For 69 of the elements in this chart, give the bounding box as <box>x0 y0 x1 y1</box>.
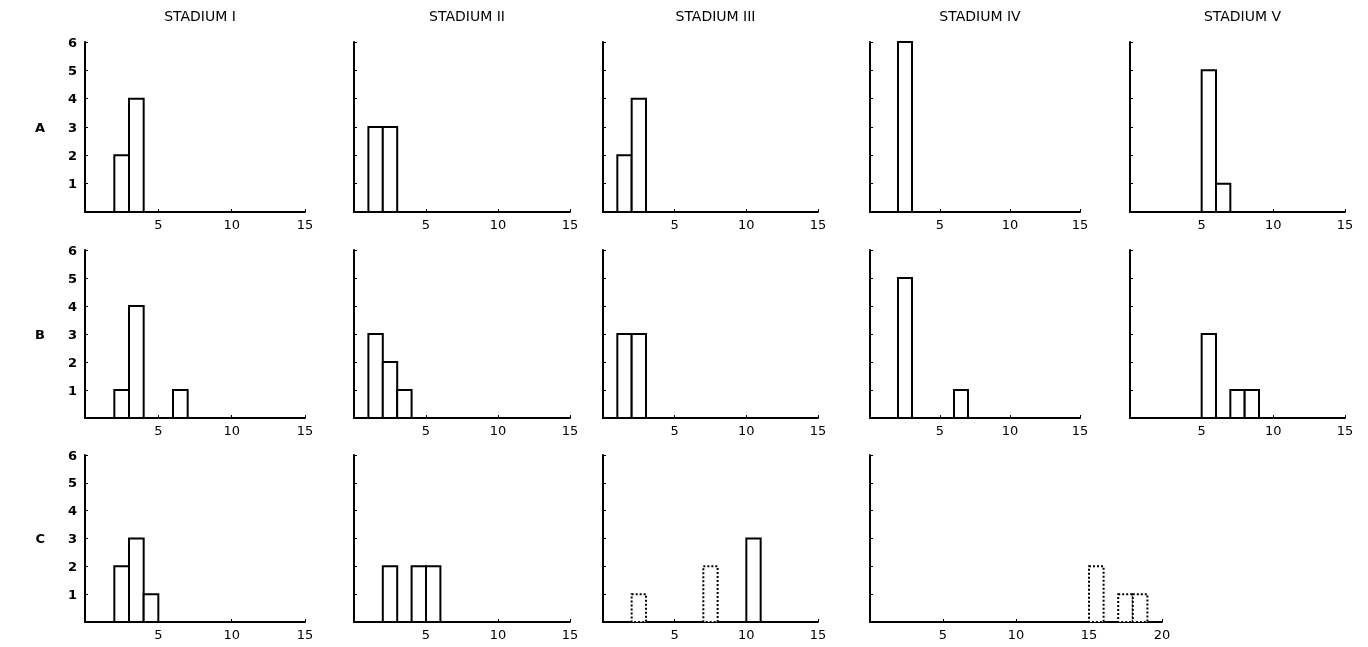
x-tick-label: 5 <box>421 217 431 232</box>
x-tick-label: 10 <box>489 423 507 438</box>
x-tick-label: 10 <box>738 423 755 438</box>
y-tick-label: 4 <box>67 503 77 519</box>
y-tick-label: 6 <box>67 242 77 258</box>
x-tick-label: 5 <box>670 627 679 642</box>
y-tick-label: 5 <box>67 62 77 78</box>
chart-title: STADIUM III <box>675 8 756 24</box>
y-tick-label: 1 <box>67 586 77 602</box>
x-tick-label: 15 <box>296 627 314 642</box>
y-tick-label: 5 <box>67 270 77 286</box>
x-tick-label: 15 <box>1080 627 1098 642</box>
x-tick-label: 10 <box>489 627 507 642</box>
x-tick-label: 5 <box>421 627 431 642</box>
y-tick-label: 3 <box>67 119 77 135</box>
y-tick-label: 4 <box>67 298 77 314</box>
y-tick-label: 1 <box>67 382 77 398</box>
x-tick-label: 5 <box>935 423 945 438</box>
x-tick-label: 5 <box>938 627 948 642</box>
y-tick-label: 3 <box>67 326 77 342</box>
x-tick-label: 15 <box>1336 423 1354 438</box>
x-tick-label: 15 <box>809 217 827 232</box>
x-tick-label: 10 <box>1001 217 1019 232</box>
chart-title: STADIUM IV <box>939 8 1022 24</box>
x-tick-label: 15 <box>561 627 579 642</box>
x-tick-label: 10 <box>738 217 755 232</box>
x-tick-label: 5 <box>935 217 945 232</box>
x-tick-label: 10 <box>223 217 240 232</box>
x-tick-label: 5 <box>1197 217 1206 232</box>
x-tick-label: 15 <box>809 423 827 438</box>
x-tick-label: 15 <box>296 423 314 438</box>
x-tick-label: 10 <box>223 627 240 642</box>
x-tick-label: 10 <box>1007 627 1025 642</box>
x-tick-label: 15 <box>561 217 579 232</box>
x-tick-label: 10 <box>1001 423 1019 438</box>
x-tick-label: 15 <box>1071 217 1089 232</box>
x-tick-label: 5 <box>154 627 163 642</box>
y-tick-label: 2 <box>67 354 77 370</box>
y-tick-label: 2 <box>67 558 77 574</box>
x-tick-label: 5 <box>154 423 163 438</box>
x-tick-label: 20 <box>1153 627 1171 642</box>
y-tick-label: 5 <box>67 475 77 491</box>
x-tick-label: 15 <box>561 423 579 438</box>
y-tick-label: 4 <box>67 91 77 107</box>
y-axis-title: B <box>35 326 45 342</box>
x-tick-label: 5 <box>421 423 431 438</box>
x-tick-label: 5 <box>1197 423 1206 438</box>
x-tick-label: 5 <box>670 217 679 232</box>
y-tick-label: 1 <box>67 176 77 192</box>
chart-title: STADIUM II <box>429 8 505 24</box>
x-tick-label: 15 <box>809 627 827 642</box>
x-tick-label: 15 <box>296 217 314 232</box>
x-tick-label: 5 <box>154 217 163 232</box>
x-tick-label: 10 <box>489 217 507 232</box>
x-tick-label: 5 <box>670 423 679 438</box>
chart-title: STADIUM V <box>1203 8 1282 24</box>
x-tick-label: 15 <box>1071 423 1089 438</box>
y-tick-label: 2 <box>67 147 77 163</box>
chart-title: STADIUM I <box>164 8 236 24</box>
x-tick-label: 10 <box>1265 423 1282 438</box>
y-axis-title: A <box>34 119 45 135</box>
x-tick-label: 15 <box>1336 217 1354 232</box>
y-tick-label: 3 <box>67 531 77 546</box>
x-tick-label: 10 <box>223 423 240 438</box>
y-tick-label: 6 <box>67 34 77 50</box>
x-tick-label: 10 <box>1265 217 1282 232</box>
y-axis-title: C <box>35 531 45 546</box>
y-tick-label: 6 <box>67 447 77 463</box>
x-tick-label: 10 <box>738 627 755 642</box>
